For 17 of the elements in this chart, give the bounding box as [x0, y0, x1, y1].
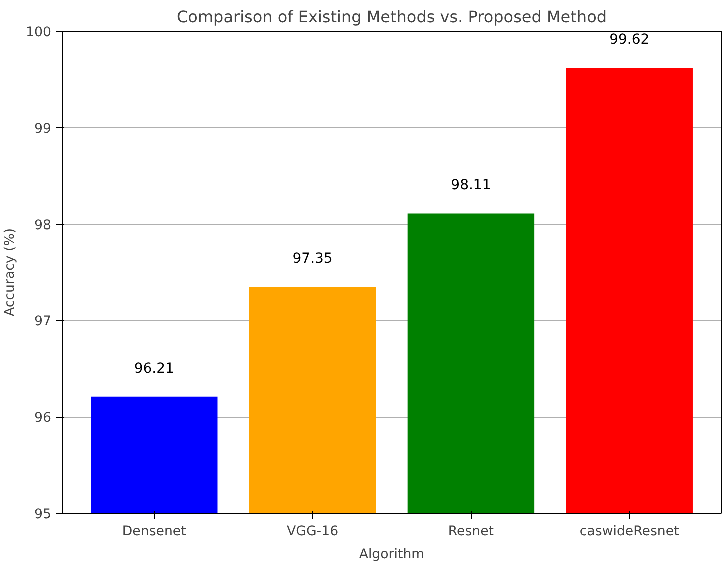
x-axis-title: Algorithm	[359, 548, 425, 562]
y-tick-label: 97	[34, 314, 52, 330]
x-tick-label: caswideResnet	[580, 524, 680, 540]
x-tick-label: Resnet	[448, 524, 494, 540]
y-tick-label: 95	[34, 508, 52, 522]
data-label: 99.62	[610, 32, 650, 48]
data-label: 97.35	[292, 250, 333, 267]
y-tick-label: 98	[34, 218, 52, 234]
y-tick-label: 100	[26, 26, 52, 40]
y-axis-title: Accuracy (%)	[3, 228, 18, 317]
x-tick-label: VGG-16	[287, 524, 339, 540]
y-tick-label: 99	[34, 122, 52, 137]
y-tick-label: 96	[34, 411, 52, 426]
data-label: 96.21	[134, 360, 174, 377]
chart-title: Comparison of Existing Methods vs. Proposed Method	[176, 8, 608, 26]
x-tick-label: Densenet	[122, 524, 186, 540]
data-label: 98.11	[451, 178, 492, 194]
